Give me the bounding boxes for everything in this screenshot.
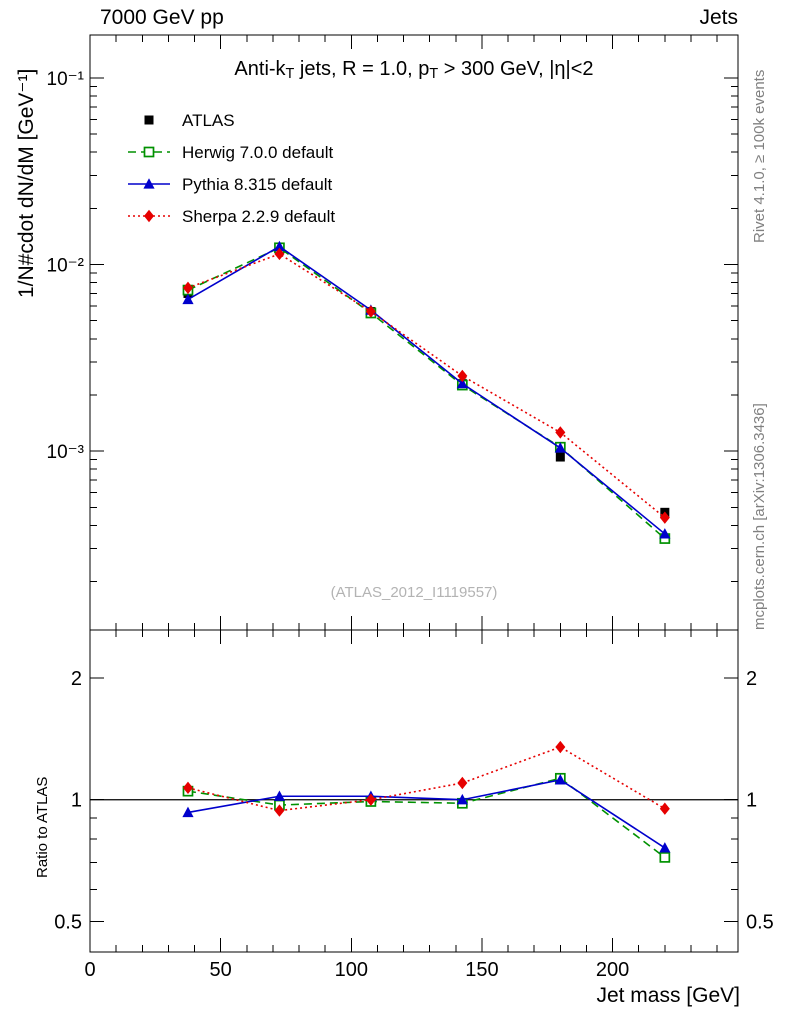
axes <box>89 34 739 953</box>
beam-energy-label: 7000 GeV pp <box>100 6 224 29</box>
svg-text:10⁻²: 10⁻² <box>47 256 85 277</box>
series-herwig <box>182 772 671 863</box>
svg-text:Pythia 8.315 default: Pythia 8.315 default <box>182 175 333 194</box>
ratio-y-axis-label: Ratio to ATLAS <box>34 776 51 878</box>
series-atlas <box>183 245 670 517</box>
mcplots-reference-note: mcplots.cern.ch [arXiv:1306.3436] <box>751 403 768 630</box>
analysis-id-watermark: (ATLAS_2012_I1119557) <box>330 584 498 601</box>
legend-entry-atlas: ATLAS <box>144 111 235 130</box>
svg-text:0.5: 0.5 <box>746 911 774 933</box>
rivet-version-note: Rivet 4.1.0, ≥ 100k events <box>751 69 768 243</box>
legend-entry-sherpa: Sherpa 2.2.9 default <box>128 207 335 226</box>
series-pythia <box>182 774 671 853</box>
legend-entry-herwig: Herwig 7.0.0 default <box>128 143 333 162</box>
svg-text:Sherpa 2.2.9 default: Sherpa 2.2.9 default <box>182 207 335 226</box>
svg-text:2: 2 <box>746 668 757 690</box>
svg-text:150: 150 <box>465 959 498 981</box>
series-sherpa <box>182 740 670 817</box>
svg-text:200: 200 <box>596 959 629 981</box>
x-axis-label: Jet mass [GeV] <box>596 984 740 1007</box>
svg-text:100: 100 <box>335 959 368 981</box>
svg-text:10⁻³: 10⁻³ <box>47 442 85 463</box>
main-y-axis-label: 1/N#cdot dN/dM [GeV⁻¹] <box>15 68 38 298</box>
svg-text:1: 1 <box>71 790 82 812</box>
svg-text:1: 1 <box>746 790 757 812</box>
tick-labels: 10⁻¹ 10⁻² 10⁻³ 2 2 1 1 0.5 0.5 0 50 100 150 200 <box>47 69 774 981</box>
analysis-topic-label: Jets <box>699 6 738 29</box>
svg-text:10⁻¹: 10⁻¹ <box>47 69 85 90</box>
svg-text:2: 2 <box>71 668 82 690</box>
series-pythia <box>182 240 671 539</box>
svg-text:Herwig 7.0.0 default: Herwig 7.0.0 default <box>182 143 333 162</box>
series-sherpa <box>182 247 670 524</box>
plot-title: Anti-kT jets, R = 1.0, pT > 300 GeV, |η|… <box>234 58 594 82</box>
svg-text:50: 50 <box>210 959 232 981</box>
svg-text:ATLAS: ATLAS <box>182 111 235 130</box>
svg-text:0.5: 0.5 <box>54 911 82 933</box>
series-herwig <box>182 242 671 544</box>
legend: ATLAS Herwig 7.0.0 default Pythia 8.315 de… <box>128 111 335 226</box>
legend-entry-pythia: Pythia 8.315 default <box>128 175 333 194</box>
svg-text:0: 0 <box>84 959 95 981</box>
